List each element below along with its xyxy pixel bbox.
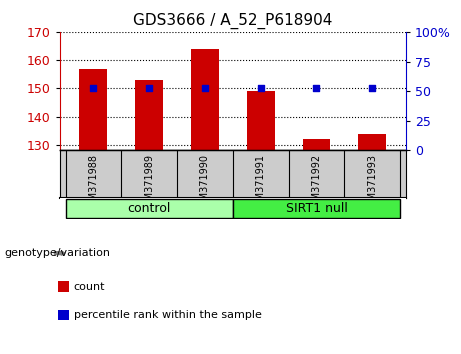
Point [146, 85, 153, 90]
Text: GSM371988: GSM371988 [89, 154, 98, 213]
Bar [79, 69, 107, 150]
Bar [65, 199, 233, 218]
Bar [191, 49, 219, 150]
Text: count: count [74, 282, 105, 292]
Text: GSM371993: GSM371993 [367, 154, 377, 213]
Point [201, 85, 209, 90]
Bar [135, 80, 163, 150]
Bar [247, 91, 275, 150]
Text: genotype/variation: genotype/variation [5, 248, 111, 258]
Text: percentile rank within the sample: percentile rank within the sample [74, 310, 262, 320]
Bar [358, 133, 386, 150]
Point [257, 85, 264, 90]
Text: GSM371990: GSM371990 [200, 154, 210, 213]
Bar [233, 199, 400, 218]
Point [368, 85, 376, 90]
Text: GSM371989: GSM371989 [144, 154, 154, 213]
Title: GDS3666 / A_52_P618904: GDS3666 / A_52_P618904 [133, 13, 332, 29]
Bar [302, 139, 331, 150]
Point [313, 85, 320, 90]
Text: control: control [128, 202, 171, 215]
Point [90, 85, 97, 90]
Text: SIRT1 null: SIRT1 null [285, 202, 348, 215]
Text: GSM371992: GSM371992 [312, 154, 321, 213]
Text: GSM371991: GSM371991 [256, 154, 266, 213]
